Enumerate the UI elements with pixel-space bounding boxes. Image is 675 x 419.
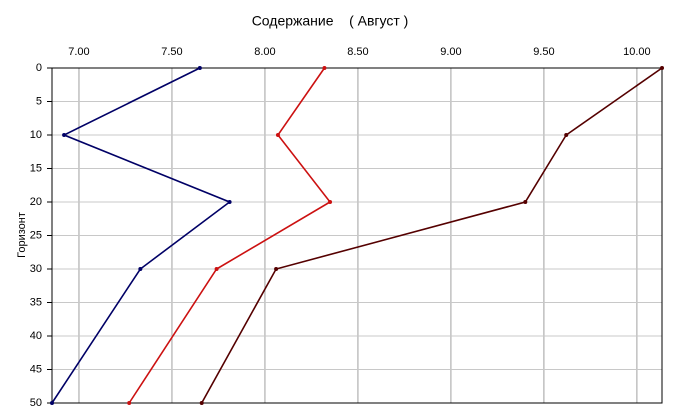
y-tick-label: 20 (30, 196, 42, 208)
y-tick-label: 10 (30, 129, 42, 141)
data-point (199, 401, 204, 405)
y-tick-label: 25 (30, 229, 42, 241)
data-point (214, 267, 219, 271)
y-tick-label: 30 (30, 263, 42, 275)
y-axis-label: Горизонт (16, 212, 28, 258)
data-point (275, 133, 280, 137)
data-point (227, 200, 232, 204)
y-tick-label: 5 (36, 95, 42, 107)
data-point (197, 66, 202, 70)
y-tick-label: 15 (30, 162, 42, 174)
x-tick-label: 9.00 (440, 46, 461, 58)
x-tick-label: 7.00 (68, 46, 89, 58)
x-tick-label: 8.00 (254, 46, 275, 58)
data-point (127, 401, 132, 405)
data-point (138, 267, 143, 271)
x-tick-label: 7.50 (161, 46, 182, 58)
chart-title: Содержание ( Август ) (252, 13, 409, 29)
data-point (50, 401, 54, 405)
x-tick-label: 8.50 (347, 46, 368, 58)
y-tick-label: 50 (30, 397, 42, 409)
data-point (322, 66, 327, 70)
y-tick-label: 35 (30, 296, 42, 308)
data-point (328, 200, 333, 204)
plot-frame (51, 67, 663, 404)
x-tick-label: 10.00 (623, 46, 651, 58)
x-tick-label: 9.50 (533, 46, 554, 58)
data-point (274, 267, 279, 271)
data-point (564, 133, 569, 137)
data-point (62, 133, 67, 137)
data-point (523, 200, 528, 204)
y-tick-label: 0 (36, 62, 42, 74)
y-tick-label: 45 (30, 363, 42, 375)
y-tick-label: 40 (30, 330, 42, 342)
data-point (660, 66, 664, 70)
